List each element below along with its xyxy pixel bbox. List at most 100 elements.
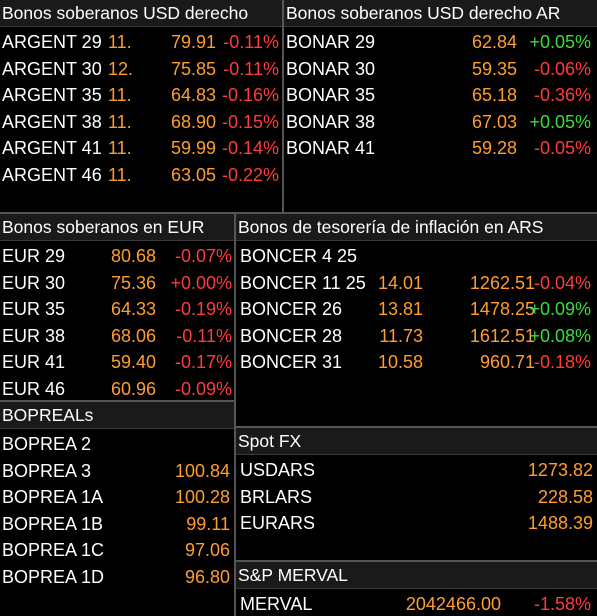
bond-name: ARGENT 41 (2, 138, 102, 158)
bond-name: EUR 41 (2, 352, 66, 372)
bond-name: BONCER 4 25 (240, 246, 358, 266)
panel-title: Bonos soberanos USD derecho (0, 0, 282, 27)
table-row[interactable]: BOPREA 1B 99.11 (0, 511, 234, 537)
bond-price: 1262.51 (469, 272, 535, 293)
panel-sp-merval[interactable]: S&P MERVAL MERVAL 2042466.00 -1.58% (236, 562, 597, 616)
panel-usd-sovereign-bonds[interactable]: Bonos soberanos USD derecho ARGENT 29 11.… (0, 0, 282, 212)
table-row[interactable]: MERVAL 2042466.00 -1.58% (236, 591, 597, 616)
table-row[interactable]: EUR 35 64.33 -0.19% (0, 296, 234, 322)
divider-horizontal-top (0, 212, 597, 214)
table-row[interactable]: ARGENT 35 11. 64.83 -0.16% (0, 82, 282, 108)
bond-change: -0.14% (221, 138, 279, 158)
divider-vertical-top (282, 0, 284, 214)
bond-date: 11. (108, 85, 132, 105)
bond-name: EUR 35 (2, 299, 66, 319)
bond-price: 65.18 (471, 85, 517, 105)
bond-name: ARGENT 38 (2, 111, 102, 132)
bond-change: -0.07% (174, 246, 232, 266)
bond-name: BONAR 30 (286, 58, 376, 79)
table-row[interactable]: BONCER 28 11.73 1612.51 +0.08% (236, 323, 597, 349)
table-row[interactable]: BONAR 29 62.84 +0.05% (284, 29, 597, 55)
bond-yield: 13.81 (377, 299, 423, 319)
table-row[interactable]: BOPREA 2 (0, 431, 234, 457)
table-row[interactable]: BONAR 30 59.35 -0.06% (284, 56, 597, 82)
bond-change: -0.16% (221, 85, 279, 105)
bond-name: BONAR 41 (286, 138, 376, 158)
panel-title: BOPREALs (0, 402, 234, 429)
index-name: MERVAL (240, 594, 313, 614)
bond-price: 960.71 (479, 352, 535, 372)
bond-price: 1478.25 (469, 299, 535, 319)
table-row[interactable]: BOPREA 1D 96.80 (0, 564, 234, 590)
table-row[interactable]: BOPREA 1A 100.28 (0, 484, 234, 510)
table-row[interactable]: BOPREA 3 100.84 (0, 458, 234, 484)
table-row[interactable]: BONCER 4 25 (236, 243, 597, 269)
bond-price: 100.84 (174, 460, 230, 481)
bond-change: -0.36% (533, 85, 591, 105)
bond-change: -0.19% (174, 299, 232, 319)
table-row[interactable]: ARGENT 41 11. 59.99 -0.14% (0, 135, 282, 161)
table-row[interactable]: BONAR 35 65.18 -0.36% (284, 82, 597, 108)
bond-change: -0.04% (533, 272, 591, 293)
table-row[interactable]: BONAR 38 67.03 +0.05% (284, 109, 597, 135)
table-row[interactable]: EURARS 1488.39 (236, 510, 597, 536)
table-row[interactable]: USDARS 1273.82 (236, 457, 597, 483)
bond-price: 1612.51 (469, 325, 535, 346)
panel-title: Bonos soberanos USD derecho AR (284, 0, 597, 27)
divider-horizontal-right-2 (236, 560, 597, 562)
bond-date: 11. (108, 164, 132, 185)
table-row[interactable]: EUR 38 68.06 -0.11% (0, 323, 234, 349)
bond-price: 79.91 (170, 32, 216, 52)
bond-price: 62.84 (471, 32, 517, 52)
table-row[interactable]: EUR 46 60.96 -0.09% (0, 376, 234, 401)
table-row[interactable]: BONCER 26 13.81 1478.25 +0.09% (236, 296, 597, 322)
panel-eur-sovereign-bonds[interactable]: Bonos soberanos en EUR EUR 29 80.68 -0.07%… (0, 214, 234, 400)
table-row[interactable]: ARGENT 30 12. 75.85 -0.11% (0, 56, 282, 82)
bond-price: 63.05 (170, 164, 216, 185)
divider-horizontal-left (0, 400, 236, 402)
table-row[interactable]: BONCER 31 10.58 960.71 -0.18% (236, 349, 597, 375)
bond-name: EUR 29 (2, 246, 66, 266)
bond-change: -0.05% (533, 138, 591, 158)
index-change: -1.58% (533, 594, 591, 614)
bond-name: BONAR 38 (286, 111, 376, 132)
bond-name: EUR 38 (2, 325, 66, 346)
bond-change: +0.08% (529, 325, 591, 346)
table-row[interactable]: ARGENT 38 11. 68.90 -0.15% (0, 109, 282, 135)
bond-price: 59.40 (110, 352, 156, 372)
fx-rate: 1488.39 (527, 513, 593, 533)
index-value: 2042466.00 (405, 594, 501, 614)
bond-price: 64.83 (170, 85, 216, 105)
bond-name: BONCER 11 25 (240, 272, 366, 293)
bond-yield: 10.58 (377, 352, 423, 372)
table-row[interactable]: EUR 30 75.36 +0.00% (0, 270, 234, 296)
panel-inflation-bonds[interactable]: Bonos de tesorería de inflación en ARS B… (236, 214, 597, 426)
panel-title: Bonos soberanos en EUR (0, 214, 234, 241)
bond-name: ARGENT 30 (2, 58, 102, 79)
bond-price: 96.80 (184, 566, 230, 587)
table-row[interactable]: ARGENT 29 11. 79.91 -0.11% (0, 29, 282, 55)
bond-change: +0.05% (529, 111, 591, 132)
bond-date: 11. (108, 111, 132, 132)
table-row[interactable]: EUR 29 80.68 -0.07% (0, 243, 234, 269)
bond-yield: 14.01 (377, 272, 423, 293)
panel-spot-fx[interactable]: Spot FX USDARS 1273.82 BRLARS 228.58 EURARS 1… (236, 428, 597, 560)
bond-price: 67.03 (471, 111, 517, 132)
bond-price: 99.11 (186, 513, 230, 534)
bond-name: BOPREA 1B (2, 513, 104, 534)
table-row[interactable]: EUR 41 59.40 -0.17% (0, 349, 234, 375)
table-row[interactable]: ARGENT 46 11. 63.05 -0.22% (0, 162, 282, 188)
bond-price: 75.36 (110, 272, 156, 293)
panel-usd-sovereign-bonds-ar[interactable]: Bonos soberanos USD derecho AR BONAR 29 6… (284, 0, 597, 212)
bond-change: -0.17% (174, 352, 232, 372)
table-row[interactable]: BOPREA 1C 97.06 (0, 537, 234, 563)
panel-title: Spot FX (236, 428, 597, 455)
table-row[interactable]: BONCER 11 25 14.01 1262.51 -0.04% (236, 270, 597, 296)
bond-change: -0.18% (533, 352, 591, 372)
table-row[interactable]: BONAR 41 59.28 -0.05% (284, 135, 597, 161)
bond-name: BOPREA 1C (2, 540, 105, 560)
table-row[interactable]: BRLARS 228.58 (236, 484, 597, 510)
panel-bopreals[interactable]: BOPREALs BOPREA 2 BOPREA 3 100.84 BOPREA 1A… (0, 402, 234, 616)
bond-name: ARGENT 35 (2, 85, 102, 105)
fx-pair: BRLARS (240, 486, 313, 507)
